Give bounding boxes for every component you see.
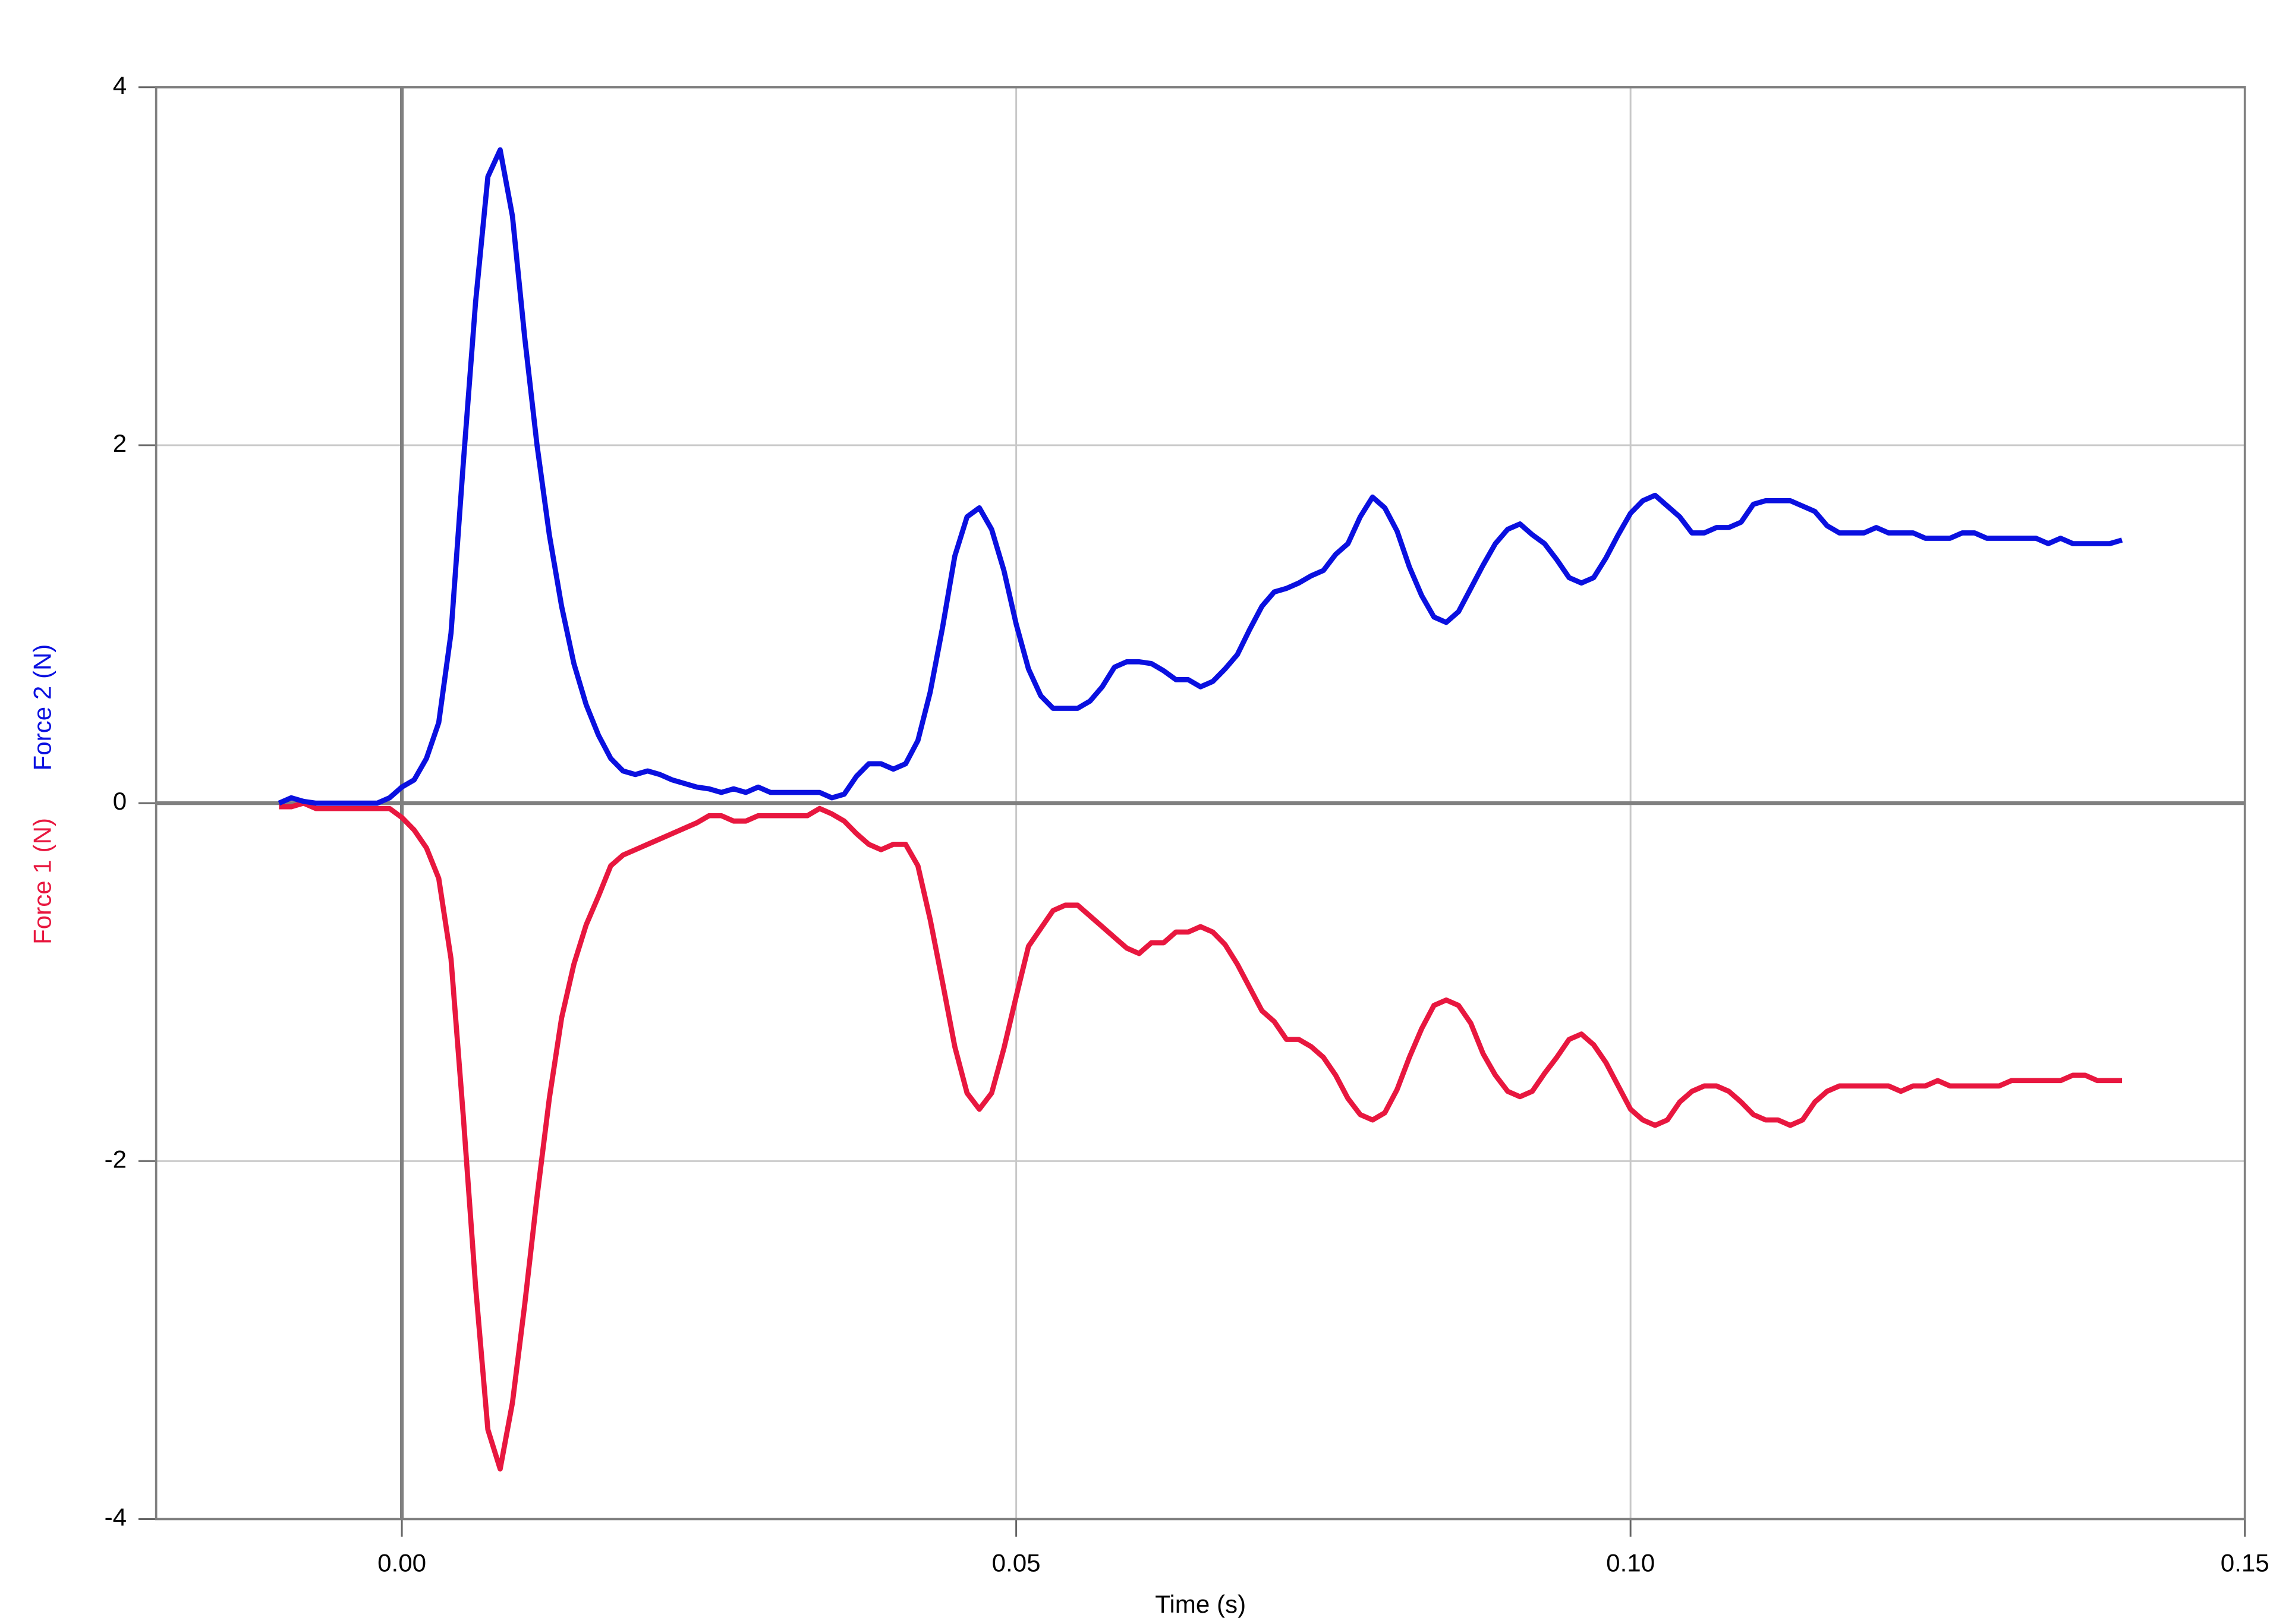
x-tick-label: 0.10 (1606, 1549, 1655, 1576)
series-line (279, 800, 2122, 1472)
y-tick-label: -2 (105, 1145, 127, 1173)
x-tick-label: 0.15 (2221, 1549, 2269, 1576)
y-tick-label: 0 (113, 787, 127, 815)
y-tick-label: 4 (113, 71, 127, 99)
y-tick-label: 2 (113, 429, 127, 457)
x-axis-label: Time (s) (1155, 1590, 1246, 1618)
y-tick-label: -4 (105, 1503, 127, 1531)
y-axis-label: Force 2 (N) (28, 644, 56, 771)
y-axis-label: Force 1 (N) (28, 818, 56, 945)
x-tick-label: 0.05 (992, 1549, 1041, 1576)
series-line (278, 147, 2123, 806)
plot-frame (155, 86, 2246, 1521)
x-tick-label: 0.00 (377, 1549, 426, 1576)
